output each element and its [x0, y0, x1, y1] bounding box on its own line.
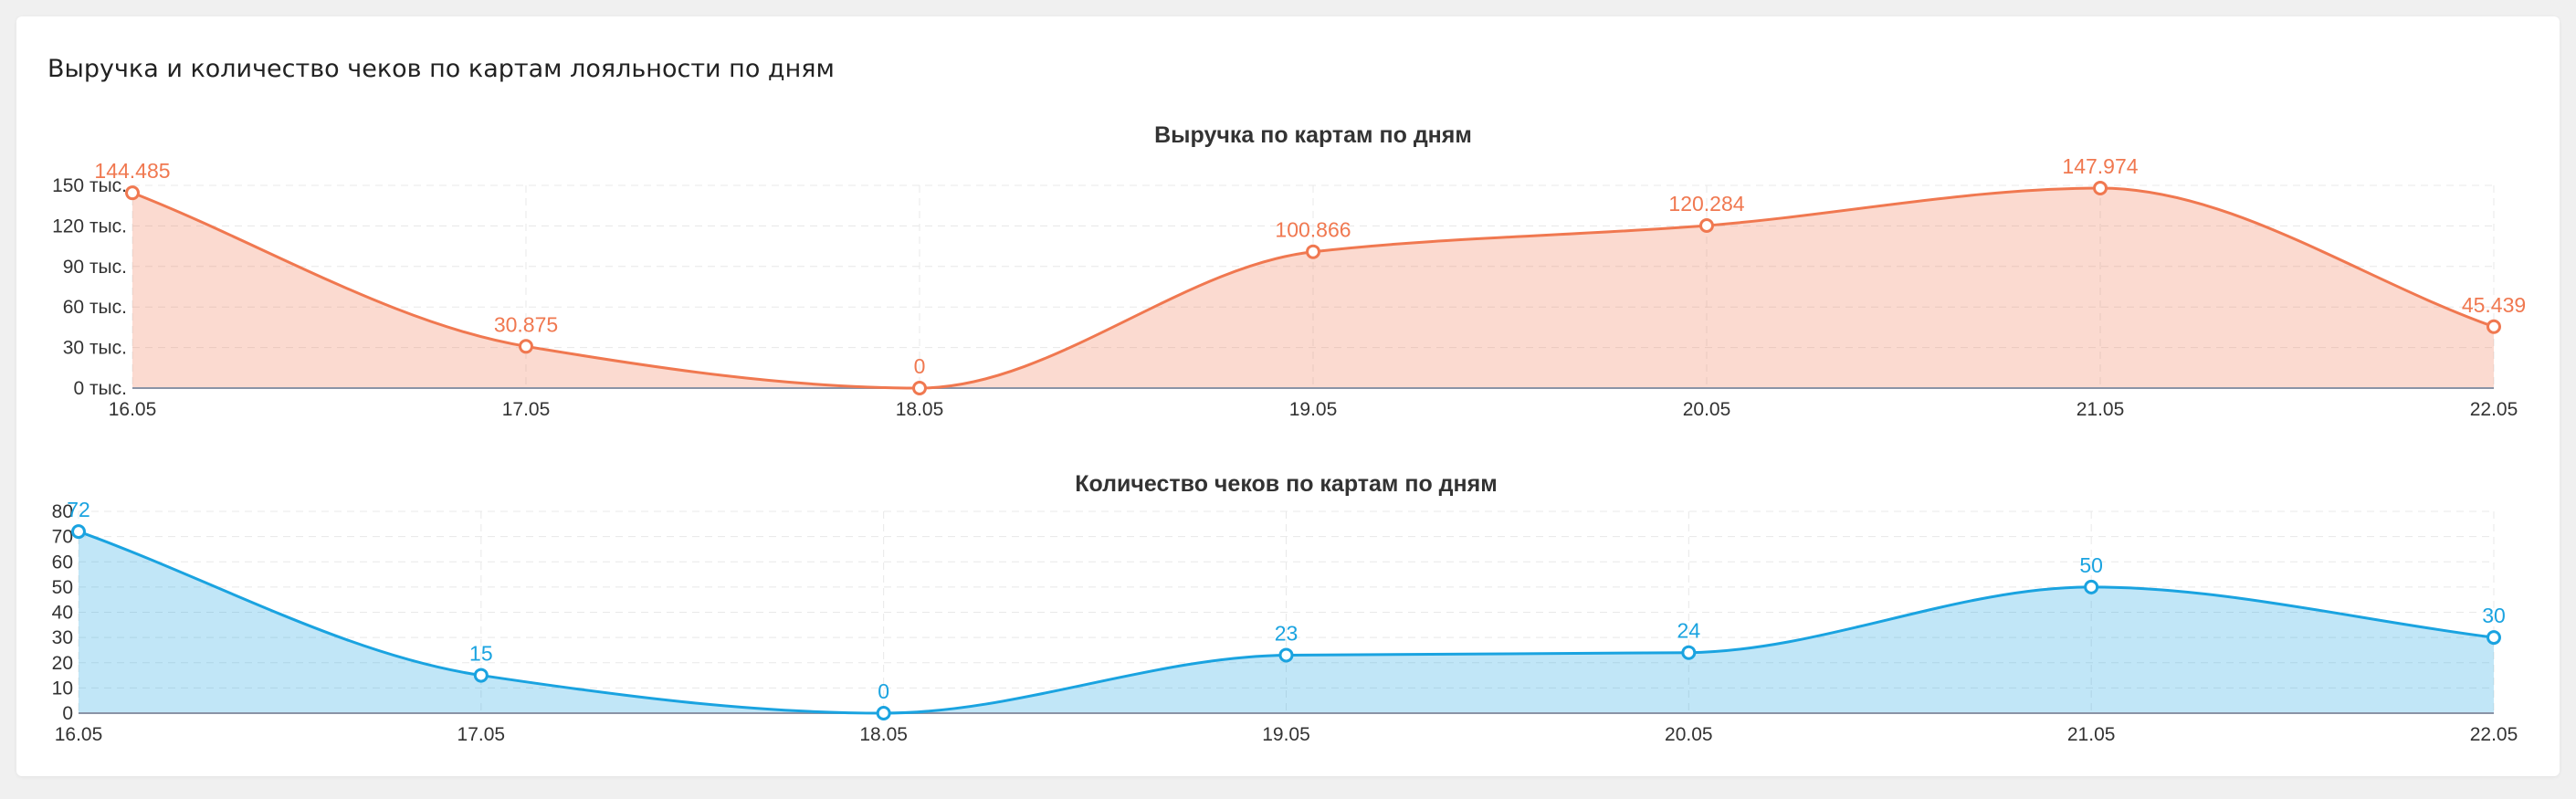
data-label: 120.284: [1668, 192, 1744, 216]
x-tick-label: 22.05: [2470, 724, 2518, 745]
y-tick-label: 60: [52, 552, 73, 573]
point: [912, 381, 927, 395]
chart-title: Выручка по картам по дням: [1154, 122, 1472, 148]
y-tick-label: 0: [62, 703, 73, 724]
x-tick-label: 21.05: [2067, 724, 2116, 745]
data-label: 0: [914, 354, 926, 378]
x-tick-label: 20.05: [1683, 399, 1731, 420]
x-tick-label: 16.05: [55, 724, 103, 745]
data-label: 144.485: [94, 159, 170, 183]
x-tick-label: 18.05: [896, 399, 944, 420]
x-tick-label: 17.05: [502, 399, 551, 420]
x-tick-label: 17.05: [457, 724, 506, 745]
point: [2084, 579, 2099, 594]
point: [125, 185, 140, 201]
point: [1681, 645, 1697, 660]
y-tick-label: 40: [52, 603, 73, 624]
data-label: 24: [1677, 619, 1701, 643]
y-tick-label: 150 тыс.: [52, 175, 127, 196]
y-tick-label: 0 тыс.: [73, 378, 127, 399]
point: [473, 668, 489, 683]
y-tick-label: 50: [52, 577, 73, 598]
area-fill: [132, 187, 2494, 388]
x-tick-label: 22.05: [2470, 399, 2518, 420]
point: [2487, 630, 2501, 646]
x-tick-label: 16.05: [109, 399, 157, 420]
data-label: 50: [2079, 553, 2103, 577]
area-fill: [79, 531, 2494, 713]
point: [1278, 647, 1294, 663]
page-title: Выручка и количество чеков по картам лоя…: [47, 55, 835, 83]
data-label: 147.974: [2062, 154, 2138, 178]
data-label: 100.866: [1275, 218, 1351, 242]
data-label: 15: [469, 642, 493, 666]
data-label: 45.439: [2462, 293, 2526, 317]
x-tick-label: 20.05: [1665, 724, 1713, 745]
point: [1306, 244, 1320, 259]
y-tick-label: 80: [52, 501, 73, 522]
point: [2487, 319, 2501, 334]
point: [1699, 217, 1714, 233]
x-tick-label: 19.05: [1262, 724, 1310, 745]
point: [876, 706, 891, 720]
x-tick-label: 19.05: [1289, 399, 1338, 420]
y-tick-label: 20: [52, 653, 73, 674]
x-tick-label: 18.05: [859, 724, 908, 745]
y-tick-label: 10: [52, 678, 73, 699]
data-label: 30: [2482, 604, 2506, 627]
point: [519, 339, 533, 354]
y-tick-label: 30: [52, 627, 73, 648]
data-label: 72: [67, 498, 90, 521]
y-tick-label: 30 тыс.: [63, 338, 127, 359]
data-label: 0: [878, 679, 889, 703]
point: [71, 524, 86, 540]
y-tick-label: 120 тыс.: [52, 216, 127, 237]
point: [2093, 180, 2108, 195]
y-tick-label: 90 тыс.: [63, 257, 127, 278]
y-tick-label: 70: [52, 527, 73, 548]
data-label: 23: [1275, 621, 1299, 645]
data-label: 30.875: [494, 312, 558, 336]
chart-title: Количество чеков по картам по дням: [1075, 471, 1497, 497]
x-tick-label: 21.05: [2077, 399, 2125, 420]
y-tick-label: 60 тыс.: [63, 297, 127, 318]
